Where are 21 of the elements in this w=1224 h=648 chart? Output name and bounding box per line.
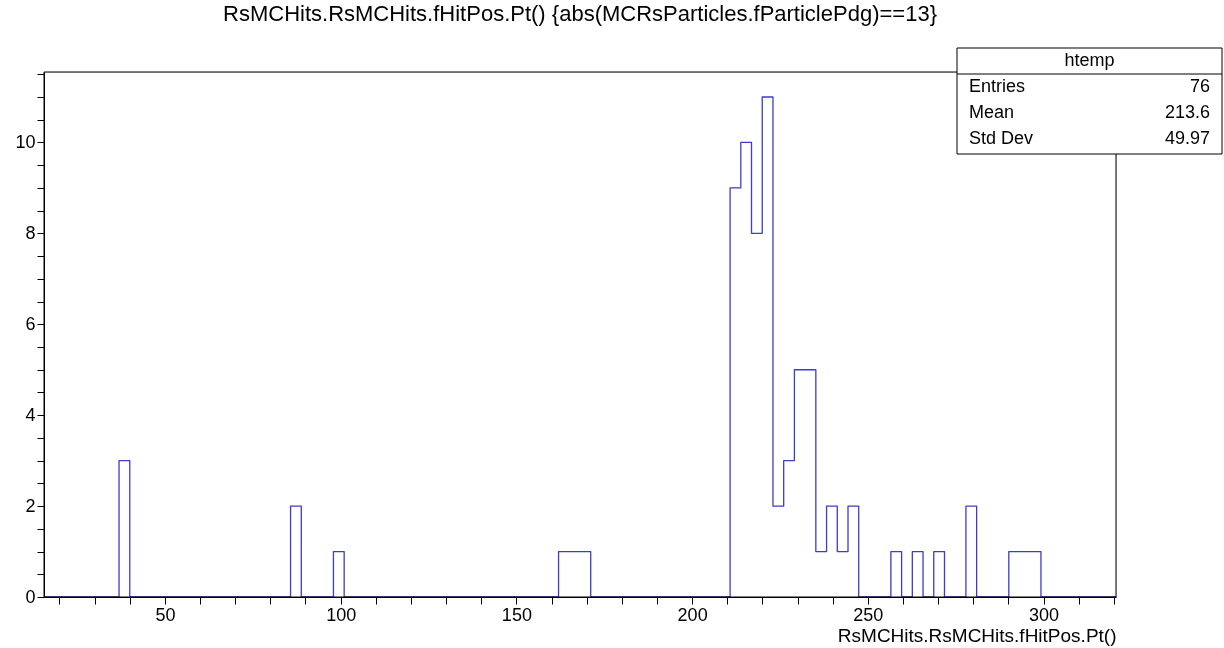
chart-title: RsMCHits.RsMCHits.fHitPos.Pt() {abs(MCRsParticles.fParticlePdg)==13} — [223, 0, 937, 26]
y-tick-label: 4 — [25, 404, 36, 425]
x-tick-label: 100 — [326, 604, 357, 625]
y-tick-label: 8 — [25, 222, 36, 243]
y-tick-label: 6 — [25, 313, 36, 334]
text: htemp — [1064, 50, 1115, 70]
y-tick-label: 2 — [25, 495, 36, 516]
text: 49.97 — [1164, 128, 1210, 148]
x-tick-label: 200 — [677, 604, 708, 625]
x-tick-label: 50 — [155, 604, 176, 625]
x-tick-label: 300 — [1029, 604, 1060, 625]
text: 213.6 — [1164, 102, 1210, 122]
x-axis-title: RsMCHits.RsMCHits.fHitPos.Pt() — [837, 624, 1117, 646]
x-tick-label: 150 — [501, 604, 532, 625]
text: 76 — [1189, 76, 1210, 96]
y-tick-label: 10 — [15, 131, 36, 152]
annotation: Entries — [969, 76, 1026, 96]
x-tick-label: 250 — [853, 604, 884, 625]
y-tick-label: 0 — [25, 586, 36, 607]
annotation: Std Dev — [969, 128, 1034, 148]
annotation: Mean — [969, 102, 1015, 122]
